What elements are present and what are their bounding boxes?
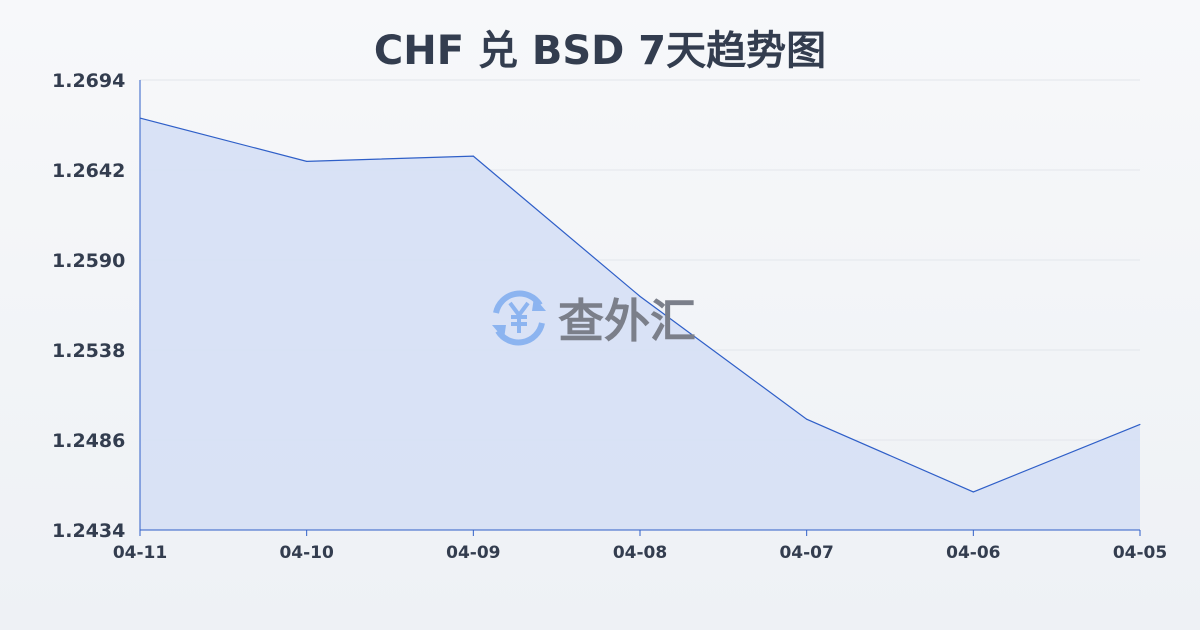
x-tick-label: 04-06 [946,543,1000,563]
x-tick-label: 04-11 [113,543,167,563]
data-point [1139,423,1141,425]
y-tick-label: 1.2538 [52,340,125,362]
y-tick-label: 1.2694 [52,70,125,92]
data-point [972,491,974,493]
yen-exchange-icon [492,290,546,346]
watermark: 查外汇 [488,285,696,351]
x-tick-label: 04-08 [613,543,667,563]
chart-title: CHF 兑 BSD 7天趋势图 [373,28,827,74]
area-fill [140,118,1140,531]
x-tick-label: 04-10 [279,543,334,563]
data-point [472,155,474,157]
data-point [806,418,808,420]
x-tick-label: 04-07 [779,543,833,563]
y-tick-label: 1.2486 [52,430,125,452]
x-tick-label: 04-09 [446,543,500,563]
y-tick-label: 1.2590 [52,250,125,272]
x-tick-label: 04-05 [1113,543,1167,563]
data-point [639,295,641,297]
y-tick-label: 1.2434 [52,520,125,542]
y-tick-label: 1.2642 [52,160,125,182]
data-point [139,117,141,119]
data-point [306,160,308,162]
watermark-text: 查外汇 [558,294,696,348]
